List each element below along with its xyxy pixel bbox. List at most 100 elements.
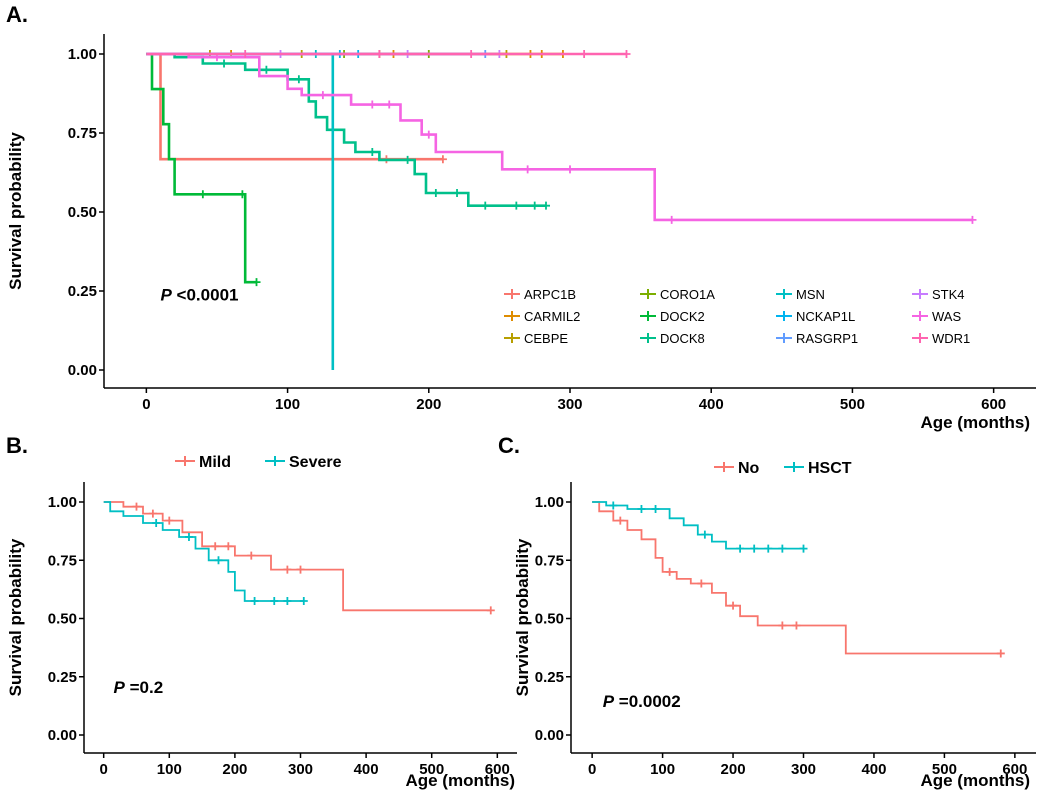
x-tick-label: 600 <box>981 396 1006 413</box>
censor-mark-was <box>368 100 377 109</box>
legend-key-stk4 <box>912 289 928 299</box>
p-value-symbol: P <box>603 692 615 711</box>
panel-label: B. <box>6 433 28 458</box>
x-tick-label: 400 <box>354 761 379 778</box>
x-tick-label: 500 <box>419 761 444 778</box>
legend-label-was: WAS <box>932 309 961 324</box>
legend-label-severe: Severe <box>289 454 342 471</box>
x-tick-label: 500 <box>840 396 865 413</box>
p-value-label: P =0.2 <box>114 678 164 697</box>
censor-mark-no <box>697 579 706 588</box>
censor-mark-dock8 <box>431 189 440 198</box>
p-value-symbol: P <box>114 678 126 697</box>
km-curve-was <box>146 52 973 222</box>
y-tick-label: 0.50 <box>535 611 564 628</box>
censor-mark-was <box>318 91 327 100</box>
legend-key-carmil2 <box>504 311 520 321</box>
censor-mark-dock8 <box>512 201 521 210</box>
y-tick-label: 0.50 <box>68 204 97 221</box>
censor-mark-mild <box>148 509 157 518</box>
censor-mark-arpc1b <box>438 155 447 164</box>
legend-key-msn <box>776 289 792 299</box>
p-value-label: P =0.0002 <box>603 692 681 711</box>
x-tick-label: 300 <box>557 396 582 413</box>
y-axis-title: Survival probability <box>6 132 25 290</box>
censor-mark-mild <box>132 502 141 511</box>
p-value-label: P <0.0001 <box>160 285 238 304</box>
legend-label-msn: MSN <box>796 287 825 302</box>
censor-mark-severe <box>152 518 161 527</box>
legend-label-dock2: DOCK2 <box>660 309 705 324</box>
legend-key-coro1a <box>640 289 656 299</box>
censor-mark-dock2 <box>238 190 247 199</box>
km-curve-severe <box>103 501 304 602</box>
censor-mark-hsct <box>700 530 709 539</box>
x-tick-label: 0 <box>588 761 596 778</box>
x-tick-label: 600 <box>1002 761 1027 778</box>
km-curve-dock2 <box>146 52 257 284</box>
censor-mark-wdr1 <box>375 50 384 58</box>
km-curve-hsct <box>592 501 804 550</box>
km-curve-dock8 <box>146 52 546 207</box>
legend-key-no <box>714 462 734 472</box>
censor-mark-hsct <box>609 501 618 510</box>
censor-mark-wdr1 <box>241 50 250 58</box>
km-curve-no <box>592 501 1001 655</box>
censor-mark-dock8 <box>403 155 412 164</box>
panel-b: B. 0.00 0.25 0.50 0.75 1.00 0 100 200 300 400 500 60… <box>6 433 517 790</box>
censor-mark-severe <box>250 597 259 606</box>
x-tick-label: 0 <box>100 761 108 778</box>
y-tick-label: 0.00 <box>535 727 564 744</box>
censor-mark-hsct <box>764 544 773 553</box>
x-axis-title: Age (months) <box>920 771 1030 790</box>
censor-mark-was <box>667 215 676 224</box>
censor-mark-dock8 <box>220 59 229 68</box>
censor-mark-was <box>566 165 574 174</box>
legend-label-carmil2: CARMIL2 <box>524 309 580 324</box>
x-tick-label: 400 <box>699 396 724 413</box>
legend-key-arpc1b <box>504 289 520 299</box>
legend-label-cebpe: CEBPE <box>524 331 568 346</box>
x-tick-label: 200 <box>416 396 441 413</box>
y-tick-label: 0.25 <box>68 283 97 300</box>
legend-key-wdr1 <box>912 333 928 343</box>
p-value-symbol: P <box>160 285 172 304</box>
y-tick-label: 0.75 <box>68 125 97 142</box>
censor-mark-no <box>778 621 787 630</box>
censor-mark-mild <box>283 565 292 574</box>
censor-mark-mild <box>211 542 220 551</box>
y-tick-label: 0.25 <box>535 669 564 686</box>
censor-mark-hsct <box>651 504 660 513</box>
km-curve-mild <box>103 501 491 612</box>
censor-mark-mild <box>296 565 305 574</box>
legend-label-coro1a: CORO1A <box>660 287 715 302</box>
censor-mark-was <box>424 130 433 139</box>
x-tick-label: 200 <box>721 761 746 778</box>
x-axis-title: Age (months) <box>920 413 1030 432</box>
censor-mark-dock8 <box>262 65 271 74</box>
x-tick-label: 100 <box>157 761 182 778</box>
p-value-text: =0.0002 <box>614 692 681 711</box>
panel-label: C. <box>498 433 520 458</box>
legend-key-mild <box>175 456 195 466</box>
x-tick-label: 100 <box>650 761 675 778</box>
legend-key-cebpe <box>504 333 520 343</box>
y-tick-label: 0.00 <box>68 362 97 379</box>
legend-key-rasgrp1 <box>776 333 792 343</box>
x-tick-label: 500 <box>932 761 957 778</box>
censor-mark-wdr1 <box>622 50 631 58</box>
censor-mark-hsct <box>750 544 759 553</box>
legend-label-nckap1l: NCKAP1L <box>796 309 855 324</box>
legend-label-arpc1b: ARPC1B <box>524 287 576 302</box>
legend-label-mild: Mild <box>199 454 231 471</box>
y-tick-label: 0.25 <box>48 669 77 686</box>
censor-mark-severe <box>270 597 279 606</box>
censor-mark-no <box>996 649 1005 658</box>
x-tick-label: 100 <box>275 396 300 413</box>
y-tick-label: 0.75 <box>48 552 77 569</box>
censor-mark-dock8 <box>530 201 539 210</box>
censor-mark-was <box>523 165 532 174</box>
censor-mark-no <box>792 621 801 630</box>
censor-mark-was <box>385 100 394 109</box>
censor-mark-mild <box>165 516 174 525</box>
